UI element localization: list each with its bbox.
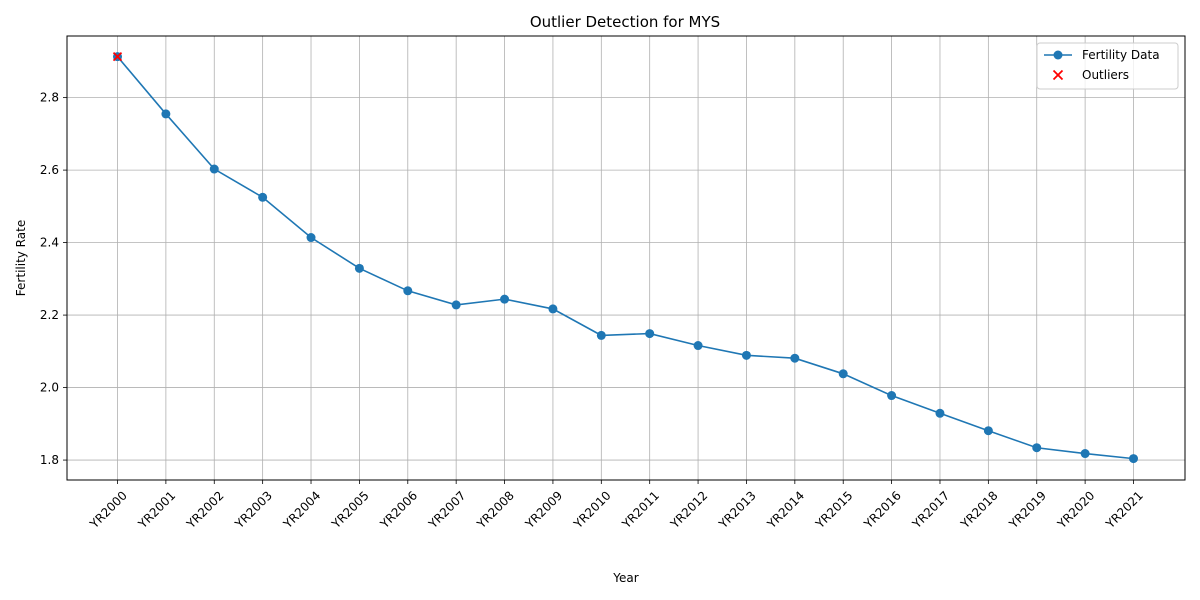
legend-outlier-swatch	[1052, 69, 1064, 81]
data-point	[548, 304, 558, 314]
y-tick-label: 2.2	[40, 308, 59, 322]
data-point	[887, 391, 897, 401]
plot-frame	[66, 35, 1186, 481]
legend-marker-swatch	[1053, 50, 1063, 60]
data-point	[1032, 443, 1042, 453]
data-point	[209, 164, 219, 174]
data-point	[451, 300, 461, 310]
y-tick-label: 2.8	[40, 91, 59, 105]
data-point	[596, 330, 606, 340]
data-point	[790, 353, 800, 363]
data-point	[935, 408, 945, 418]
data-point	[693, 341, 703, 351]
data-point	[645, 329, 655, 339]
series-fertility-data	[113, 52, 1138, 464]
data-point	[1080, 449, 1090, 459]
legend-box	[1036, 42, 1179, 90]
data-point	[741, 350, 751, 360]
y-tick-label: 2.6	[40, 163, 59, 177]
y-tick-label: 2.4	[40, 236, 59, 250]
data-point	[354, 263, 364, 273]
data-point	[161, 109, 171, 119]
data-point	[1129, 454, 1138, 464]
legend: Fertility Data Outliers	[1036, 42, 1179, 90]
y-axis-label: Fertility Rate	[14, 220, 28, 296]
data-point	[500, 294, 510, 304]
y-axis: 1.8 2.0 2.2 2.4 2.6 2.8	[40, 91, 67, 467]
x-axis-label: Year	[612, 571, 638, 585]
legend-label-fertility-data: Fertility Data	[1082, 48, 1160, 62]
y-tick-label: 2.0	[40, 381, 59, 395]
data-point	[403, 286, 413, 296]
data-point	[258, 192, 268, 202]
series-line	[116, 56, 1134, 460]
data-point	[306, 233, 316, 243]
data-point	[838, 369, 848, 379]
grid	[67, 36, 1185, 480]
data-point	[983, 426, 993, 436]
chart-title: Outlier Detection for MYS	[530, 13, 720, 31]
legend-label-outliers: Outliers	[1082, 68, 1129, 82]
outliers	[112, 52, 123, 62]
y-tick-label: 1.8	[40, 453, 59, 467]
outlier-marker	[112, 52, 123, 62]
